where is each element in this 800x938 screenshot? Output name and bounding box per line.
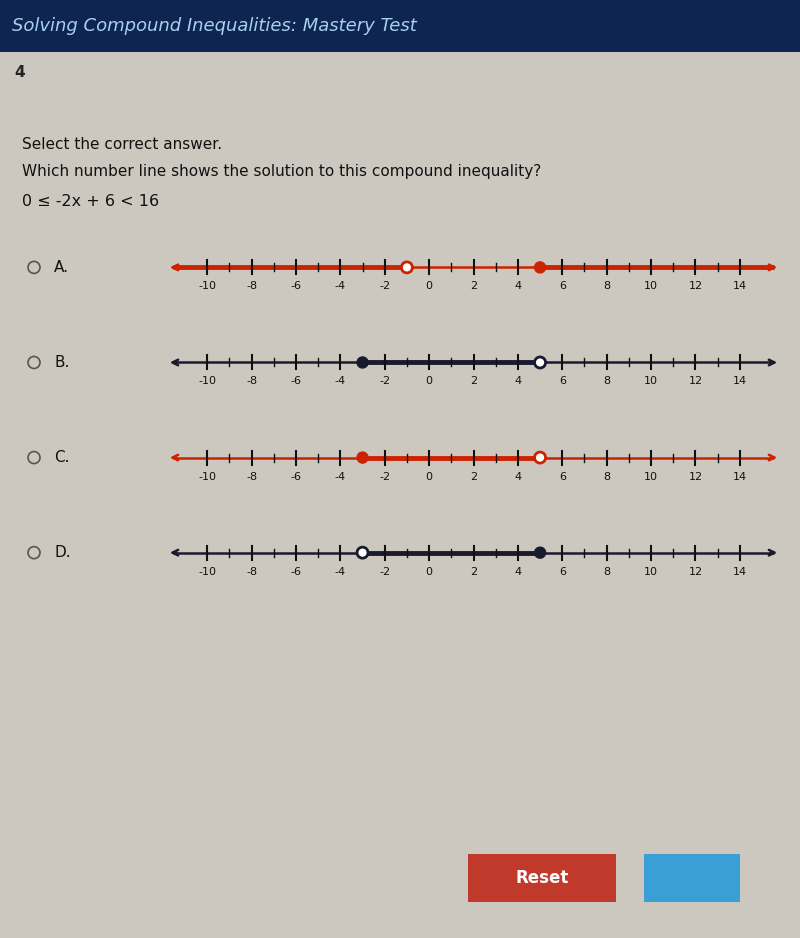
Text: 12: 12	[688, 281, 702, 292]
Text: 14: 14	[733, 376, 747, 386]
Text: 4: 4	[514, 567, 522, 577]
Text: -10: -10	[198, 472, 216, 481]
Text: 2: 2	[470, 472, 477, 481]
Text: 8: 8	[603, 567, 610, 577]
Text: -6: -6	[290, 472, 302, 481]
Text: A.: A.	[54, 260, 69, 275]
Text: 0: 0	[426, 567, 433, 577]
Text: 14: 14	[733, 567, 747, 577]
Text: -8: -8	[246, 281, 257, 292]
Text: 6: 6	[558, 567, 566, 577]
Circle shape	[402, 262, 413, 273]
Text: -2: -2	[379, 567, 390, 577]
Text: -2: -2	[379, 472, 390, 481]
Text: -2: -2	[379, 281, 390, 292]
Text: 4: 4	[514, 472, 522, 481]
Text: -6: -6	[290, 281, 302, 292]
Text: 4: 4	[514, 376, 522, 386]
Text: 6: 6	[558, 472, 566, 481]
Text: Solving Compound Inequalities: Mastery Test: Solving Compound Inequalities: Mastery T…	[12, 17, 417, 35]
Text: -6: -6	[290, 567, 302, 577]
Text: D.: D.	[54, 545, 70, 560]
Text: 4: 4	[514, 281, 522, 292]
Text: 12: 12	[688, 376, 702, 386]
Text: -4: -4	[334, 567, 346, 577]
Text: Which number line shows the solution to this compound inequality?: Which number line shows the solution to …	[22, 164, 542, 179]
Text: 0 ≤ -2x + 6 < 16: 0 ≤ -2x + 6 < 16	[22, 194, 159, 209]
Text: 12: 12	[688, 472, 702, 481]
Text: 8: 8	[603, 376, 610, 386]
Text: 8: 8	[603, 281, 610, 292]
Circle shape	[357, 452, 368, 463]
Text: 0: 0	[426, 281, 433, 292]
Text: C.: C.	[54, 450, 70, 465]
Circle shape	[534, 357, 546, 368]
Text: 8: 8	[603, 472, 610, 481]
Circle shape	[534, 452, 546, 463]
Text: 0: 0	[426, 376, 433, 386]
Text: -10: -10	[198, 567, 216, 577]
Text: 14: 14	[733, 472, 747, 481]
Text: 10: 10	[644, 281, 658, 292]
Text: -4: -4	[334, 472, 346, 481]
Text: 4: 4	[14, 65, 25, 80]
Text: B.: B.	[54, 355, 70, 370]
Text: -10: -10	[198, 281, 216, 292]
Circle shape	[357, 547, 368, 558]
Circle shape	[534, 547, 546, 558]
Circle shape	[534, 262, 546, 273]
Text: 0: 0	[426, 472, 433, 481]
Text: -4: -4	[334, 376, 346, 386]
Text: 12: 12	[688, 567, 702, 577]
Text: -10: -10	[198, 376, 216, 386]
Text: 10: 10	[644, 567, 658, 577]
Text: -8: -8	[246, 567, 257, 577]
Text: -6: -6	[290, 376, 302, 386]
Text: 10: 10	[644, 472, 658, 481]
Text: -4: -4	[334, 281, 346, 292]
Text: -2: -2	[379, 376, 390, 386]
Text: 14: 14	[733, 281, 747, 292]
Text: Reset: Reset	[515, 869, 569, 887]
Text: Select the correct answer.: Select the correct answer.	[22, 137, 222, 152]
Text: 6: 6	[558, 281, 566, 292]
FancyBboxPatch shape	[636, 850, 748, 906]
Text: -8: -8	[246, 376, 257, 386]
Circle shape	[357, 357, 368, 368]
Text: 2: 2	[470, 567, 477, 577]
Text: 10: 10	[644, 376, 658, 386]
Text: 6: 6	[558, 376, 566, 386]
Text: 2: 2	[470, 281, 477, 292]
Text: -8: -8	[246, 472, 257, 481]
Text: 2: 2	[470, 376, 477, 386]
FancyBboxPatch shape	[456, 850, 628, 906]
